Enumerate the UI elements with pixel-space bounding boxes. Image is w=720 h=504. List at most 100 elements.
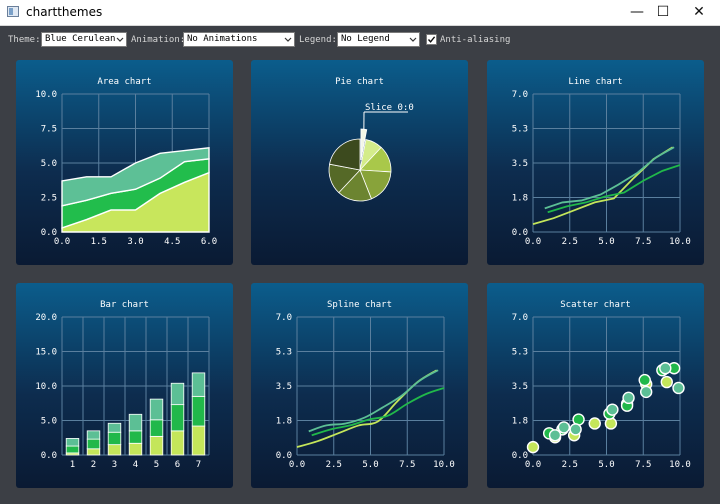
- bar-chart-title: Bar chart: [100, 300, 149, 310]
- area-chart-title: Area chart: [97, 77, 152, 87]
- animation-combo[interactable]: No Animations: [183, 32, 295, 47]
- x-tick-label: 2.5: [562, 237, 578, 247]
- x-tick-label: 7.5: [635, 460, 651, 470]
- y-tick-label: 0.0: [41, 451, 57, 461]
- x-tick-label: 2: [91, 460, 96, 470]
- y-tick-label: 7.0: [276, 313, 292, 323]
- spline-series: [296, 369, 438, 448]
- bar-segment: [170, 430, 185, 456]
- bar-segment: [107, 431, 122, 446]
- bar-segment: [170, 404, 185, 432]
- x-tick-label: 7.5: [399, 460, 415, 470]
- bar-segment: [86, 448, 101, 456]
- x-tick-label: 5.0: [598, 237, 614, 247]
- antialiasing-checkbox[interactable]: [426, 34, 437, 45]
- animation-combo-value: No Animations: [187, 34, 258, 44]
- y-tick-label: 5.0: [41, 159, 57, 169]
- legend-combo[interactable]: No Legend: [337, 32, 420, 47]
- chevron-down-icon: [409, 37, 417, 42]
- pie-chart: Slice 0:0: [328, 103, 414, 202]
- spline-chart: 0.0 1.8 3.5 5.3 7.0 0.0 2.5 5.0 7.5 10.0: [276, 313, 455, 470]
- bar-segment: [149, 398, 164, 421]
- animation-label: Animation:: [131, 35, 186, 45]
- pie-slice: [360, 128, 368, 161]
- bar-segment: [65, 438, 80, 447]
- bar-segment: [170, 382, 185, 406]
- line-chart: 0.0 1.8 3.5 5.3 7.0 0.0 2.5 5.0 7.5 10.0: [512, 90, 691, 247]
- spline-series: [308, 369, 439, 433]
- scatter-point: [526, 440, 540, 454]
- theme-combo[interactable]: Blue Cerulean: [41, 32, 127, 47]
- pie-chart-title: Pie chart: [335, 77, 384, 87]
- y-tick-label: 1.8: [512, 417, 528, 427]
- x-tick-label: 2.5: [326, 460, 342, 470]
- scatter-point: [660, 375, 673, 389]
- bar-segment: [191, 425, 206, 456]
- y-tick-label: 1.8: [276, 417, 292, 427]
- x-tick-label: 3: [112, 460, 117, 470]
- theme-combo-value: Blue Cerulean: [45, 34, 116, 44]
- scatter-point: [622, 391, 635, 405]
- scatter-point: [588, 417, 601, 430]
- scatter-point: [659, 362, 672, 375]
- y-tick-label: 3.5: [512, 159, 528, 169]
- bar-segment: [128, 413, 143, 432]
- pie-slice-label: Slice 0:0: [365, 103, 414, 113]
- chevron-down-icon: [284, 37, 292, 42]
- maximize-button[interactable]: ☐: [656, 4, 670, 20]
- window-title: chartthemes: [26, 5, 103, 19]
- bar-segment: [86, 438, 101, 450]
- scatter-point: [638, 373, 651, 387]
- scatter-point: [548, 429, 562, 442]
- x-tick-label: 1: [70, 460, 75, 470]
- minimize-button[interactable]: —: [630, 4, 644, 20]
- bar-segment: [128, 442, 143, 456]
- x-tick-label: 1.5: [91, 237, 107, 247]
- x-tick-label: 0.0: [525, 237, 541, 247]
- y-tick-label: 2.5: [41, 194, 57, 204]
- x-tick-label: 2.5: [562, 460, 578, 470]
- theme-label: Theme:: [8, 35, 41, 45]
- y-tick-label: 5.3: [276, 348, 292, 358]
- spline-chart-title: Spline chart: [326, 300, 393, 310]
- x-tick-label: 6: [175, 460, 180, 470]
- y-tick-label: 0.0: [41, 228, 57, 238]
- y-tick-label: 0.0: [512, 228, 528, 238]
- x-tick-label: 0.0: [525, 460, 541, 470]
- scatter-point: [606, 403, 619, 416]
- bar-chart-panel: 0.0 5.0 10.0 15.0 20.0 1 2 3 4 5 6 7 Bar chart: [16, 283, 233, 488]
- close-button[interactable]: ✕: [693, 4, 705, 20]
- scatter-chart: 0.0 1.8 3.5 5.3 7.0 0.0 2.5 5.0 7.5 10.0: [512, 313, 691, 470]
- x-tick-label: 4: [133, 460, 138, 470]
- line-series: [547, 164, 681, 214]
- checkmark-icon: [427, 36, 436, 43]
- x-tick-label: 6.0: [201, 237, 217, 247]
- spline-series: [311, 387, 445, 437]
- x-tick-label: 7.5: [635, 237, 651, 247]
- title-bar: chartthemes — ☐ ✕: [0, 0, 720, 26]
- pie-chart-panel: Slice 0:0 Pie chart: [251, 60, 468, 265]
- chevron-down-icon: [116, 37, 124, 42]
- legend-combo-value: No Legend: [341, 34, 390, 44]
- bar-chart: 0.0 5.0 10.0 15.0 20.0 1 2 3 4 5 6 7: [35, 313, 210, 470]
- x-tick-label: 5.0: [598, 460, 614, 470]
- scatter-point: [672, 381, 685, 395]
- spline-chart-panel: 0.0 1.8 3.5 5.3 7.0 0.0 2.5 5.0 7.5 10.0 Spline c…: [251, 283, 468, 488]
- x-tick-label: 3.0: [127, 237, 143, 247]
- y-tick-label: 1.8: [512, 194, 528, 204]
- pie-slice: [329, 138, 361, 171]
- area-chart-panel: 0.0 2.5 5.0 7.5 10.0 0.0 1.5 3.0 4.5 6.0 Area cha…: [16, 60, 233, 265]
- y-tick-label: 10.0: [35, 382, 57, 392]
- bar-segment: [65, 445, 80, 454]
- y-tick-label: 10.0: [35, 90, 57, 100]
- line-chart-title: Line chart: [568, 77, 623, 87]
- x-tick-label: 5: [154, 460, 159, 470]
- area-chart: 0.0 2.5 5.0 7.5 10.0 0.0 1.5 3.0 4.5 6.0: [35, 90, 217, 247]
- y-tick-label: 15.0: [35, 348, 57, 358]
- y-tick-label: 0.0: [276, 451, 292, 461]
- app-icon: [7, 6, 19, 17]
- y-tick-label: 0.0: [512, 451, 528, 461]
- x-tick-label: 0.0: [54, 237, 70, 247]
- y-tick-label: 7.0: [512, 90, 528, 100]
- x-tick-label: 0.0: [289, 460, 305, 470]
